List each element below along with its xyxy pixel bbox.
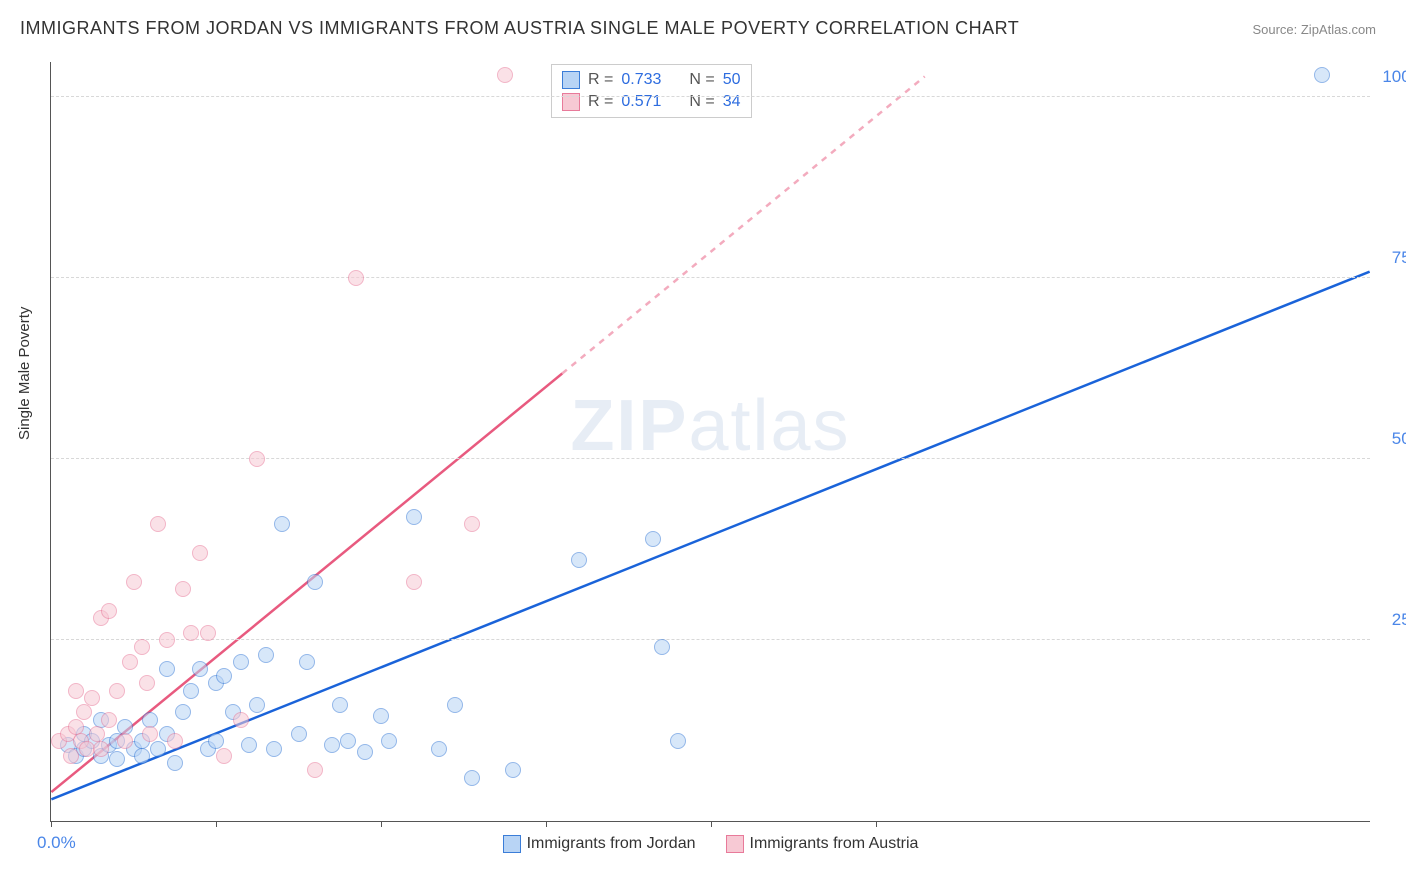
x-tick: [876, 821, 877, 827]
legend-swatch-austria: [726, 835, 744, 853]
x-tick: [51, 821, 52, 827]
data-point-jordan: [464, 770, 480, 786]
data-point-austria: [101, 603, 117, 619]
x-tick-min: 0.0%: [37, 833, 76, 853]
data-point-jordan: [291, 726, 307, 742]
data-point-austria: [101, 712, 117, 728]
legend-label-jordan: Immigrants from Jordan: [527, 835, 696, 853]
data-point-jordan: [208, 733, 224, 749]
data-point-jordan: [159, 661, 175, 677]
x-tick: [216, 821, 217, 827]
trend-line-austria-dashed: [562, 76, 925, 373]
y-tick-label: 50.0%: [1380, 429, 1406, 449]
data-point-jordan: [258, 647, 274, 663]
data-point-jordan: [134, 748, 150, 764]
source-attribution: Source: ZipAtlas.com: [1252, 22, 1376, 37]
legend-swatch-jordan: [503, 835, 521, 853]
data-point-jordan: [571, 552, 587, 568]
data-point-austria: [84, 690, 100, 706]
data-point-austria: [93, 741, 109, 757]
chart-plot-area: ZIPatlas R =0.733N =50R =0.571N =34 Immi…: [50, 62, 1370, 822]
data-point-jordan: [307, 574, 323, 590]
data-point-austria: [233, 712, 249, 728]
data-point-jordan: [447, 697, 463, 713]
data-point-jordan: [109, 751, 125, 767]
data-point-austria: [109, 683, 125, 699]
data-point-austria: [134, 639, 150, 655]
data-point-austria: [126, 574, 142, 590]
y-tick-label: 100.0%: [1380, 67, 1406, 87]
data-point-jordan: [324, 737, 340, 753]
data-point-jordan: [670, 733, 686, 749]
data-point-jordan: [505, 762, 521, 778]
data-point-austria: [406, 574, 422, 590]
data-point-austria: [76, 704, 92, 720]
data-point-austria: [150, 516, 166, 532]
data-point-austria: [63, 748, 79, 764]
data-point-jordan: [381, 733, 397, 749]
data-point-jordan: [233, 654, 249, 670]
data-point-austria: [122, 654, 138, 670]
legend-label-austria: Immigrants from Austria: [750, 835, 919, 853]
y-tick-label: 75.0%: [1380, 248, 1406, 268]
legend-item-austria: Immigrants from Austria: [726, 835, 919, 853]
data-point-jordan: [150, 741, 166, 757]
data-point-jordan: [266, 741, 282, 757]
data-point-jordan: [373, 708, 389, 724]
watermark: ZIPatlas: [570, 385, 850, 467]
data-point-jordan: [249, 697, 265, 713]
data-point-austria: [159, 632, 175, 648]
data-point-austria: [89, 726, 105, 742]
data-point-jordan: [216, 668, 232, 684]
data-point-jordan: [645, 531, 661, 547]
y-axis-label: Single Male Poverty: [16, 307, 33, 440]
data-point-austria: [307, 762, 323, 778]
data-point-jordan: [1314, 67, 1330, 83]
data-point-jordan: [167, 755, 183, 771]
data-point-austria: [249, 451, 265, 467]
data-point-jordan: [175, 704, 191, 720]
gridline: [51, 96, 1370, 97]
legend-correlation: R =0.733N =50R =0.571N =34: [551, 64, 752, 118]
data-point-jordan: [183, 683, 199, 699]
legend-item-jordan: Immigrants from Jordan: [503, 835, 696, 853]
data-point-jordan: [340, 733, 356, 749]
data-point-austria: [200, 625, 216, 641]
chart-title: IMMIGRANTS FROM JORDAN VS IMMIGRANTS FRO…: [20, 18, 1019, 39]
legend-row-austria: R =0.571N =34: [562, 91, 741, 113]
data-point-austria: [192, 545, 208, 561]
data-point-jordan: [274, 516, 290, 532]
data-point-austria: [68, 683, 84, 699]
data-point-jordan: [654, 639, 670, 655]
gridline: [51, 277, 1370, 278]
data-point-austria: [175, 581, 191, 597]
data-point-austria: [348, 270, 364, 286]
data-point-austria: [139, 675, 155, 691]
data-point-jordan: [332, 697, 348, 713]
data-point-austria: [142, 726, 158, 742]
trend-line-jordan: [51, 272, 1369, 800]
data-point-jordan: [192, 661, 208, 677]
legend-series: Immigrants from Jordan Immigrants from Au…: [51, 835, 1370, 853]
data-point-austria: [497, 67, 513, 83]
data-point-jordan: [406, 509, 422, 525]
gridline: [51, 639, 1370, 640]
data-point-austria: [183, 625, 199, 641]
legend-row-jordan: R =0.733N =50: [562, 69, 741, 91]
data-point-austria: [167, 733, 183, 749]
data-point-austria: [117, 733, 133, 749]
data-point-jordan: [241, 737, 257, 753]
legend-swatch-jordan: [562, 71, 580, 89]
x-tick: [546, 821, 547, 827]
data-point-jordan: [357, 744, 373, 760]
data-point-jordan: [299, 654, 315, 670]
data-point-austria: [216, 748, 232, 764]
x-tick: [381, 821, 382, 827]
y-tick-label: 25.0%: [1380, 610, 1406, 630]
data-point-austria: [464, 516, 480, 532]
x-tick: [711, 821, 712, 827]
data-point-jordan: [431, 741, 447, 757]
